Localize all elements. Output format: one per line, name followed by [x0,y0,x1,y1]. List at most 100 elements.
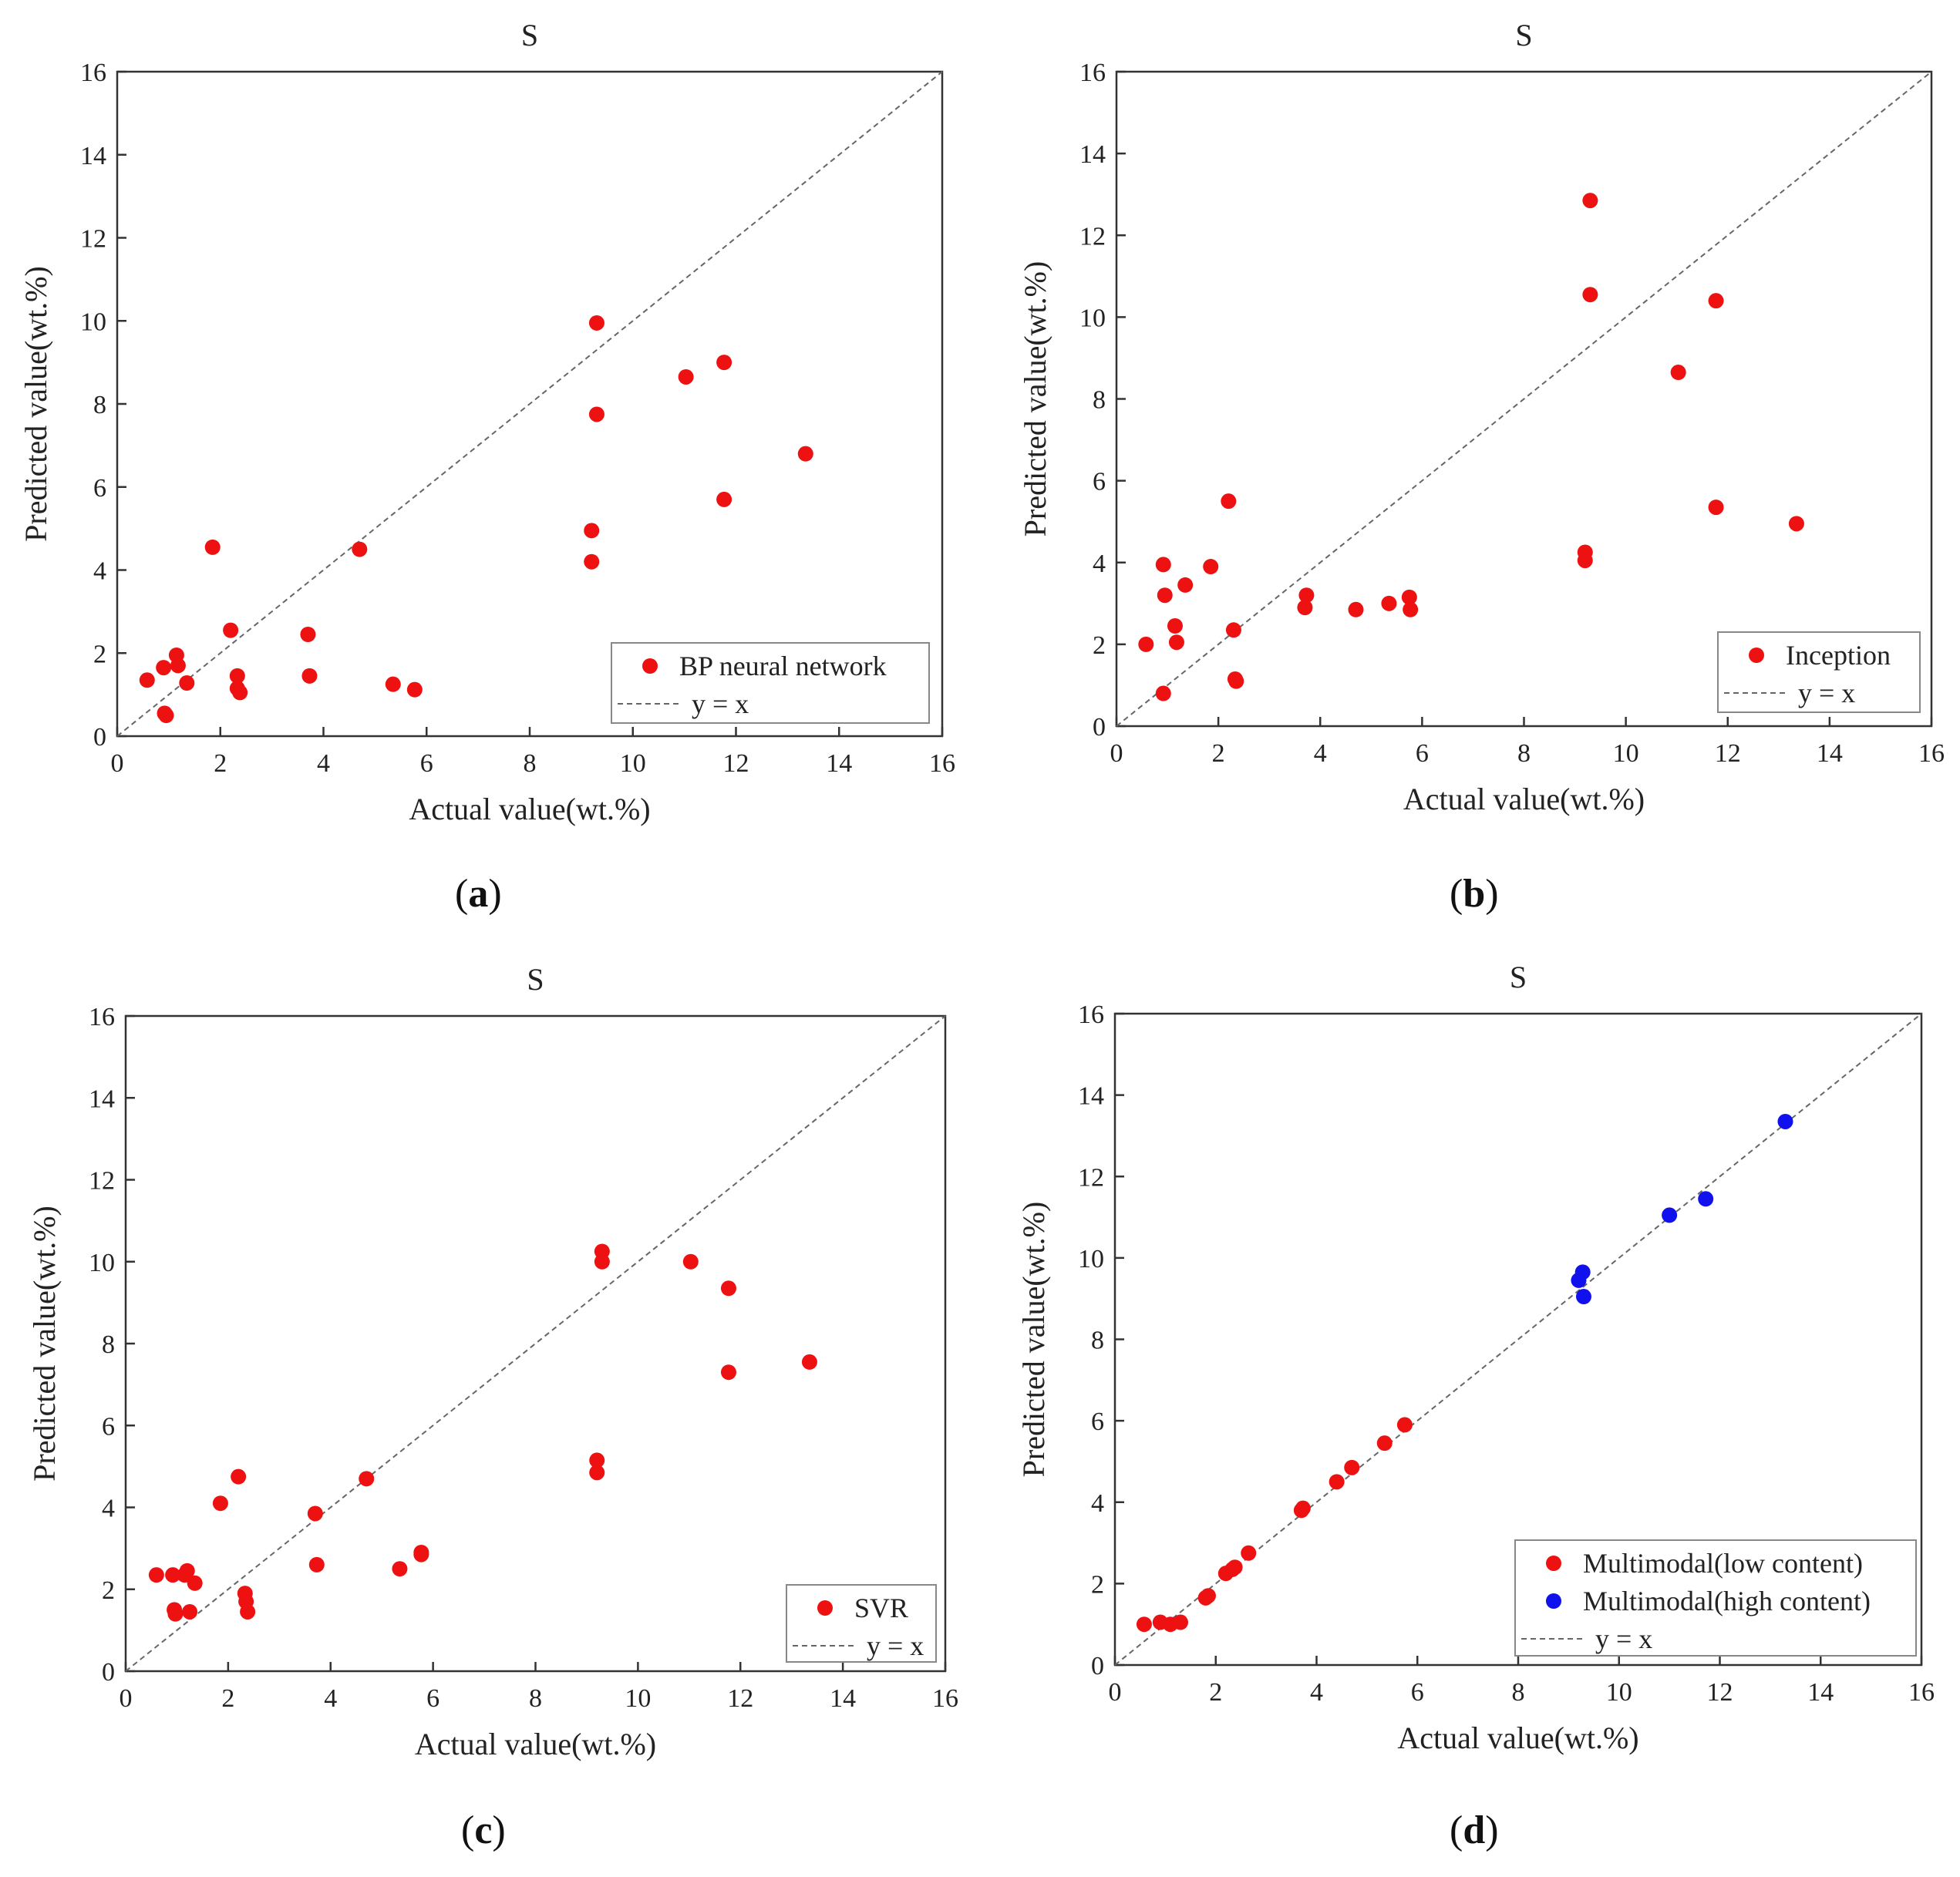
legend-marker [1749,648,1764,663]
data-point [352,541,368,557]
identity-line [125,1015,946,1672]
y-tick-label: 10 [1078,1245,1104,1273]
x-tick-label: 4 [1310,1678,1323,1707]
data-point [1708,500,1724,516]
panel-b: 0 2 4 6 8 10 12 14 16 0 2 4 6 8 10 12 14 16 S Actual value(… [1018,18,1945,816]
panel-d: 0 2 4 6 8 10 12 14 16 0 2 4 6 8 10 12 14 16 S Actual value(… [1016,960,1935,1755]
y-tick-label: 16 [80,59,106,87]
data-point [1777,1113,1793,1129]
x-tick-label: 10 [1606,1678,1632,1707]
data-point [1401,589,1417,605]
legend-box [1514,1539,1917,1657]
chart-title: S [1510,960,1527,994]
data-point [240,1603,256,1620]
data-point [594,1253,610,1270]
data-point [682,1253,699,1270]
data-point [1574,1264,1591,1280]
data-point [589,1452,605,1468]
data-point [588,406,605,422]
data-point [1575,1289,1591,1305]
data-point [179,675,195,691]
data-point [589,1465,605,1481]
x-axis-label: Actual value(wt.%) [415,1727,656,1761]
data-point [1348,601,1364,617]
y-axis-label: Predicted value(wt.%) [1016,1202,1051,1478]
data-point [392,1561,408,1577]
data-point [300,627,316,643]
y-tick-label: 6 [102,1412,115,1441]
y-axis-label: Predicted value(wt.%) [19,266,53,542]
data-point [1200,1588,1216,1604]
x-tick-label: 6 [1411,1678,1424,1707]
data-point [1177,577,1194,593]
legend-marker [1546,1593,1561,1609]
y-tick-label: 12 [1078,1163,1104,1192]
y-tick-label: 6 [1093,468,1106,496]
x-tick-label: 12 [723,749,749,778]
data-point [1376,1435,1393,1451]
y-tick-label: 4 [1093,550,1106,578]
y-tick-label: 10 [1079,304,1106,332]
panel-c: 0 2 4 6 8 10 12 14 16 0 2 4 6 8 10 12 14 16 S Actual value(… [27,962,958,1761]
data-point [678,368,694,385]
chart-title: S [521,18,538,52]
y-tick-label: 2 [102,1576,115,1605]
x-tick-label: 8 [1512,1678,1525,1707]
data-point [1228,673,1244,689]
y-tick-label: 4 [1091,1489,1104,1518]
y-tick-label: 16 [1078,1001,1104,1029]
y-tick-label: 16 [1079,59,1106,87]
y-tick-label: 2 [1091,1570,1104,1599]
y-tick-label: 0 [1093,713,1106,742]
x-tick-label: 12 [1715,739,1741,768]
data-point [1698,1191,1714,1207]
data-point [1344,1459,1360,1475]
x-tick-label: 10 [1613,739,1639,768]
y-tick-label: 8 [102,1330,115,1359]
x-tick-label: 10 [620,749,646,778]
data-point [182,1603,198,1620]
data-point [1167,617,1183,634]
data-point [1708,293,1724,309]
data-point [179,1562,195,1579]
x-tick-label: 12 [1707,1678,1733,1707]
y-axis-label: Predicted value(wt.%) [27,1206,62,1482]
y-tick-label: 2 [93,640,106,668]
x-tick-label: 2 [214,749,227,778]
x-tick-label: 0 [1109,1678,1122,1707]
data-point [1582,193,1598,209]
data-point [1172,1614,1188,1630]
x-tick-label: 6 [420,749,433,778]
caption-a: (a) [455,872,502,916]
x-tick-label: 14 [1807,1678,1834,1707]
data-point [406,681,423,698]
legend-label: y = x [1798,678,1855,708]
x-tick-label: 4 [317,749,330,778]
caption-c: (c) [461,1808,506,1852]
data-point [584,523,600,539]
x-tick-label: 8 [524,749,537,778]
data-point [158,708,174,724]
data-point [204,539,221,555]
legend-box [1717,631,1921,713]
data-point [584,553,600,570]
x-tick-label: 6 [1416,739,1429,768]
data-point [212,1495,228,1512]
data-point [223,622,239,638]
y-tick-label: 10 [89,1249,115,1277]
data-point [1396,1417,1413,1433]
data-point [385,676,401,692]
legend-label: Multimodal(high content) [1583,1586,1871,1616]
y-tick-label: 8 [1091,1327,1104,1355]
y-tick-label: 0 [102,1658,115,1687]
data-point [301,668,318,684]
x-tick-label: 2 [1209,1678,1222,1707]
data-point [1225,622,1241,638]
data-point [1138,636,1154,652]
data-point [1157,587,1173,604]
legend-marker [1546,1556,1561,1571]
legend-label: y = x [692,688,749,719]
data-point [229,668,245,684]
legend-label: y = x [1595,1623,1652,1654]
